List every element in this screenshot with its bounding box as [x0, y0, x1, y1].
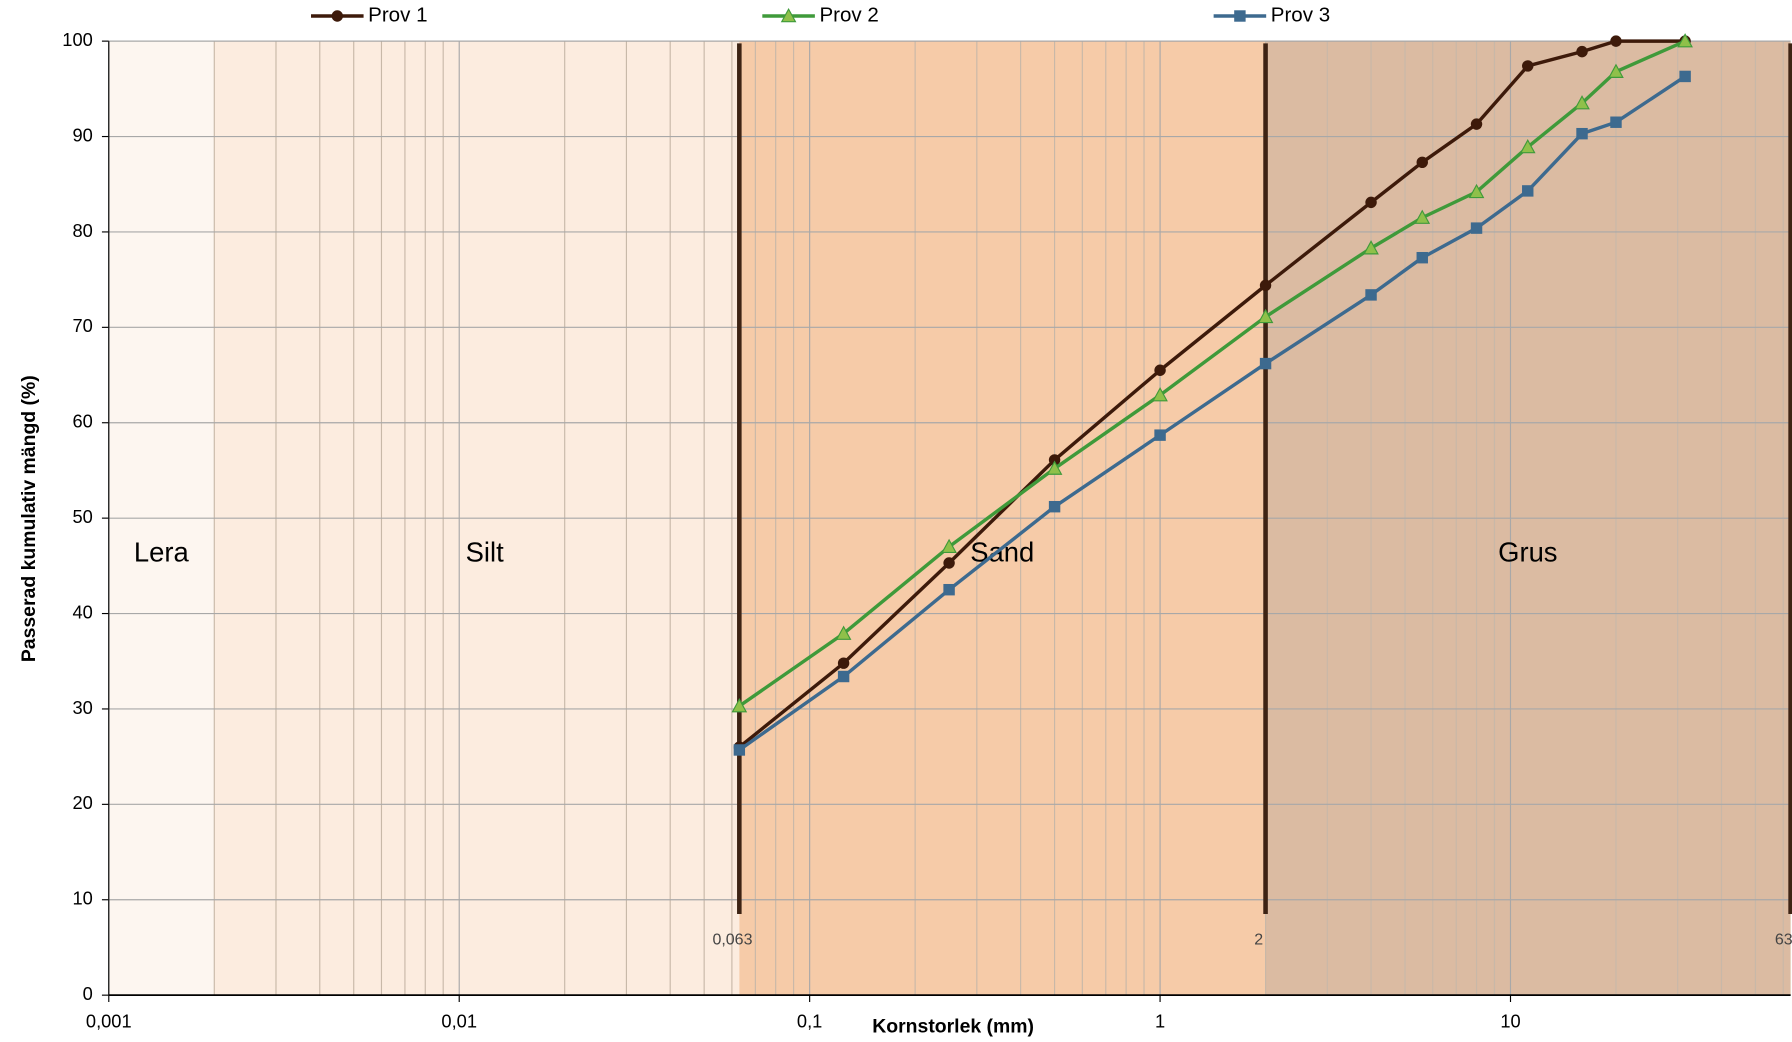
x-tick-label: 1	[1155, 1010, 1165, 1031]
y-tick-label: 50	[72, 506, 92, 527]
data-point	[1470, 118, 1483, 130]
y-tick-label: 60	[72, 411, 92, 432]
y-tick-label: 30	[72, 697, 92, 718]
data-point	[1154, 429, 1166, 441]
data-point	[837, 670, 850, 683]
data-point	[731, 698, 748, 713]
x-tick-label: 0,01	[441, 1010, 477, 1031]
region-label: Grus	[1498, 536, 1557, 567]
data-point	[1468, 183, 1485, 199]
x-tick-label: 0,001	[86, 1010, 132, 1031]
y-tick-label: 0	[83, 983, 93, 1004]
data-point	[733, 744, 746, 756]
x-tick-label: 0,1	[797, 1010, 822, 1031]
data-point	[1152, 387, 1168, 402]
data-point	[1574, 95, 1590, 110]
legend-label: Prov 1	[368, 3, 427, 26]
data-point	[1677, 33, 1693, 48]
legend-marker	[780, 7, 797, 23]
region-label: Silt	[466, 536, 504, 567]
boundary-label: 63	[1775, 932, 1792, 949]
y-tick-label: 70	[72, 315, 92, 336]
y-tick-label: 100	[62, 29, 92, 50]
data-point	[1365, 196, 1377, 209]
y-tick-label: 10	[72, 888, 92, 909]
data-point	[941, 538, 957, 554]
data-point	[1416, 251, 1428, 264]
data-point	[1608, 63, 1624, 78]
data-point	[1259, 357, 1272, 370]
region-label: Sand	[970, 536, 1034, 567]
y-tick-label: 80	[72, 220, 92, 241]
data-point	[943, 557, 955, 569]
data-point	[1576, 127, 1588, 140]
y-axis-title: Passerad kumulativ mängd (%)	[18, 375, 40, 662]
legend-marker	[331, 10, 344, 22]
legend-label: Prov 3	[1271, 3, 1330, 26]
data-point	[1610, 116, 1622, 128]
x-tick-label: 10	[1500, 1010, 1520, 1031]
legend-marker	[1234, 10, 1246, 22]
data-point	[1414, 209, 1431, 224]
data-point	[1048, 500, 1061, 513]
data-point	[1046, 460, 1063, 475]
data-point	[1365, 289, 1377, 301]
data-point	[1470, 222, 1483, 234]
data-point	[1416, 156, 1428, 169]
data-point	[1257, 308, 1274, 324]
data-point	[835, 625, 852, 640]
data-point	[1259, 279, 1272, 292]
data-point	[1679, 70, 1691, 83]
data-point	[1610, 35, 1622, 47]
data-point	[1522, 185, 1534, 197]
y-tick-label: 40	[72, 601, 92, 622]
data-point	[1154, 364, 1166, 376]
x-axis-title: Kornstorlek (mm)	[872, 1015, 1034, 1037]
data-point	[1522, 60, 1534, 72]
data-point	[1048, 454, 1061, 466]
legend-label: Prov 2	[819, 3, 878, 26]
data-point	[1576, 45, 1588, 58]
boundary-label: 2	[1254, 932, 1263, 949]
region-label: Lera	[134, 536, 190, 567]
boundary-label: 0,063	[712, 932, 752, 949]
y-tick-label: 20	[72, 792, 92, 813]
data-point	[837, 657, 850, 669]
y-tick-label: 90	[72, 124, 92, 145]
data-point	[1363, 240, 1379, 255]
data-point	[943, 583, 955, 596]
data-point	[1519, 138, 1536, 154]
